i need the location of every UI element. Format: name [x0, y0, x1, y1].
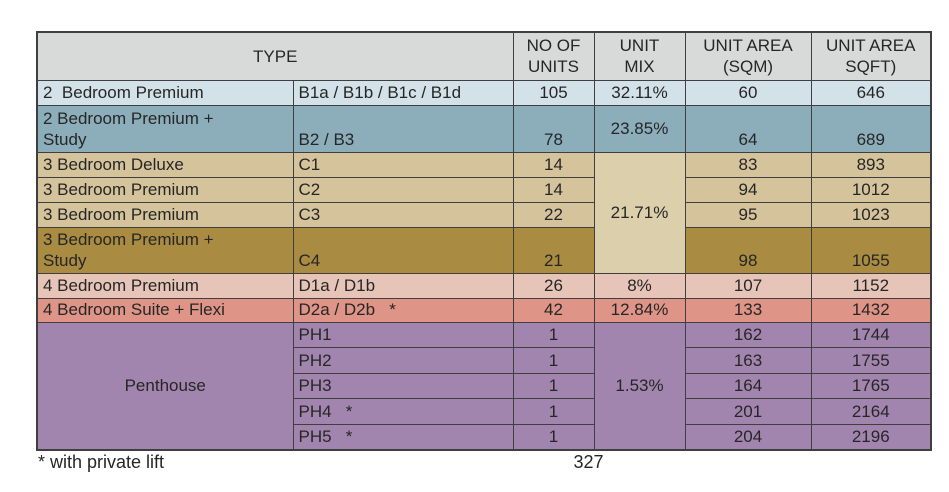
- cell-code: C1: [292, 151, 514, 178]
- cell-area-sqft: 689: [810, 104, 932, 153]
- table-row: 3 Bedroom Premium C3 22 95 1023: [36, 201, 932, 228]
- cell-area-sqm: 133: [684, 297, 812, 323]
- cell-area-sqft: 1765: [810, 372, 932, 400]
- cell-area-sqm: 162: [684, 321, 812, 349]
- header-unit-mix: UNIT MIX: [593, 31, 686, 81]
- header-unit-area-sqft: UNIT AREA SQFT): [810, 31, 932, 81]
- cell-no-of-units: 14: [512, 151, 595, 178]
- cell-code: B1a / B1b / B1c / B1d: [292, 79, 514, 106]
- cell-unit-mix: 8%: [593, 272, 686, 299]
- header-row: TYPE NO OF UNITS UNIT MIX UNIT AREA (SQM…: [36, 31, 932, 81]
- cell-area-sqft: 1055: [810, 226, 932, 274]
- cell-type: 2 Bedroom Premium: [36, 79, 294, 106]
- cell-area-sqft: 2196: [810, 423, 932, 451]
- cell-code: PH5 *: [292, 423, 514, 451]
- table-row: 4 Bedroom Premium D1a / D1b 26 8% 107 11…: [36, 272, 932, 299]
- table-row: 3 Bedroom Premium C2 14 94 1012: [36, 176, 932, 203]
- table-row: PH5 * 1 204 2196: [37, 423, 932, 451]
- cell-unit-mix-merged: 21.71%: [593, 151, 686, 274]
- cell-code: D1a / D1b: [292, 272, 514, 299]
- cell-area-sqm: 94: [684, 176, 812, 203]
- cell-type: 3 Bedroom Premium: [36, 201, 294, 228]
- cell-no-of-units: 14: [512, 176, 595, 203]
- cell-area-sqft: 1432: [810, 297, 932, 323]
- cell-area-sqm: 60: [684, 79, 812, 106]
- cell-area-sqft: 2164: [810, 398, 932, 425]
- cell-area-sqft: 1023: [810, 201, 932, 228]
- total-units: 327: [573, 452, 604, 472]
- cell-area-sqm: 163: [684, 347, 812, 374]
- cell-no-of-units: 1: [512, 321, 595, 349]
- table-row: 2 Bedroom Premium B1a / B1b / B1c / B1d …: [36, 79, 932, 106]
- private-lift-footnote: * with private lift: [38, 452, 165, 472]
- cell-type: 3 Bedroom Deluxe: [36, 151, 294, 178]
- cell-code: PH1: [292, 321, 514, 349]
- cell-no-of-units: 42: [512, 297, 595, 323]
- cell-code: PH3: [292, 372, 514, 400]
- cell-no-of-units: 1: [512, 372, 595, 400]
- table-row: 2 Bedroom Premium + Study B2 / B3 78 23.…: [36, 104, 932, 153]
- cell-type: 2 Bedroom Premium + Study: [36, 104, 294, 153]
- cell-area-sqm: 64: [684, 104, 812, 153]
- cell-type: 4 Bedroom Premium: [36, 272, 294, 299]
- cell-no-of-units: 105: [512, 79, 595, 106]
- cell-no-of-units: 1: [512, 398, 595, 425]
- cell-code: C2: [292, 176, 514, 203]
- cell-area-sqm: 98: [684, 226, 812, 274]
- cell-type: 3 Bedroom Premium: [36, 176, 294, 203]
- cell-area-sqft: 1012: [810, 176, 932, 203]
- cell-no-of-units: 22: [512, 201, 595, 228]
- cell-unit-mix: 12.84%: [593, 297, 686, 323]
- cell-area-sqm: 83: [684, 151, 812, 178]
- cell-no-of-units: 21: [512, 226, 595, 274]
- cell-code: D2a / D2b *: [292, 297, 514, 323]
- table-row: 3 Bedroom Deluxe C1 14 21.71% 83 893: [36, 151, 932, 274]
- cell-code: C4: [292, 226, 514, 274]
- cell-area-sqm: 204: [684, 423, 812, 451]
- cell-area-sqft: 1744: [810, 321, 932, 349]
- cell-area-sqft: 1152: [810, 272, 932, 299]
- table-row: PH3 1 164 1765: [37, 372, 932, 400]
- table-row: 3 Bedroom Premium + Study C4 21 98 1055: [36, 226, 932, 274]
- cell-type-penthouse-merged: Penthouse: [36, 321, 294, 451]
- cell-type: 3 Bedroom Premium + Study: [36, 226, 294, 274]
- header-unit-area-sqm: UNIT AREA (SQM): [684, 31, 812, 81]
- unit-mix-table: TYPE NO OF UNITS UNIT MIX UNIT AREA (SQM…: [36, 31, 932, 451]
- cell-area-sqm: 164: [684, 372, 812, 400]
- cell-code: C3: [292, 201, 514, 228]
- cell-unit-mix-merged: 1.53%: [593, 321, 686, 451]
- header-no-of-units: NO OF UNITS: [512, 31, 595, 81]
- cell-area-sqft: 646: [810, 79, 932, 106]
- cell-unit-mix: 32.11%: [593, 79, 686, 106]
- cell-code: PH2: [292, 347, 514, 374]
- cell-type: 4 Bedroom Suite + Flexi: [36, 297, 294, 323]
- cell-area-sqft: 1755: [810, 347, 932, 374]
- cell-no-of-units: 26: [512, 272, 595, 299]
- cell-no-of-units: 1: [512, 347, 595, 374]
- cell-no-of-units: 78: [512, 104, 595, 153]
- table-row: Penthouse PH1 1 1.53% 162 1744: [36, 321, 932, 451]
- cell-area-sqm: 107: [684, 272, 812, 299]
- cell-code: PH4 *: [292, 398, 514, 425]
- cell-area-sqm: 95: [684, 201, 812, 228]
- table-row: PH2 1 163 1755: [37, 347, 932, 374]
- header-type: TYPE: [36, 31, 514, 81]
- cell-unit-mix: 23.85%: [593, 104, 686, 153]
- cell-area-sqft: 893: [810, 151, 932, 178]
- cell-area-sqm: 201: [684, 398, 812, 425]
- cell-code: B2 / B3: [292, 104, 514, 153]
- cell-no-of-units: 1: [512, 423, 595, 451]
- table-row: PH4 * 1 201 2164: [37, 398, 932, 425]
- table-row: 4 Bedroom Suite + Flexi D2a / D2b * 42 1…: [36, 297, 932, 323]
